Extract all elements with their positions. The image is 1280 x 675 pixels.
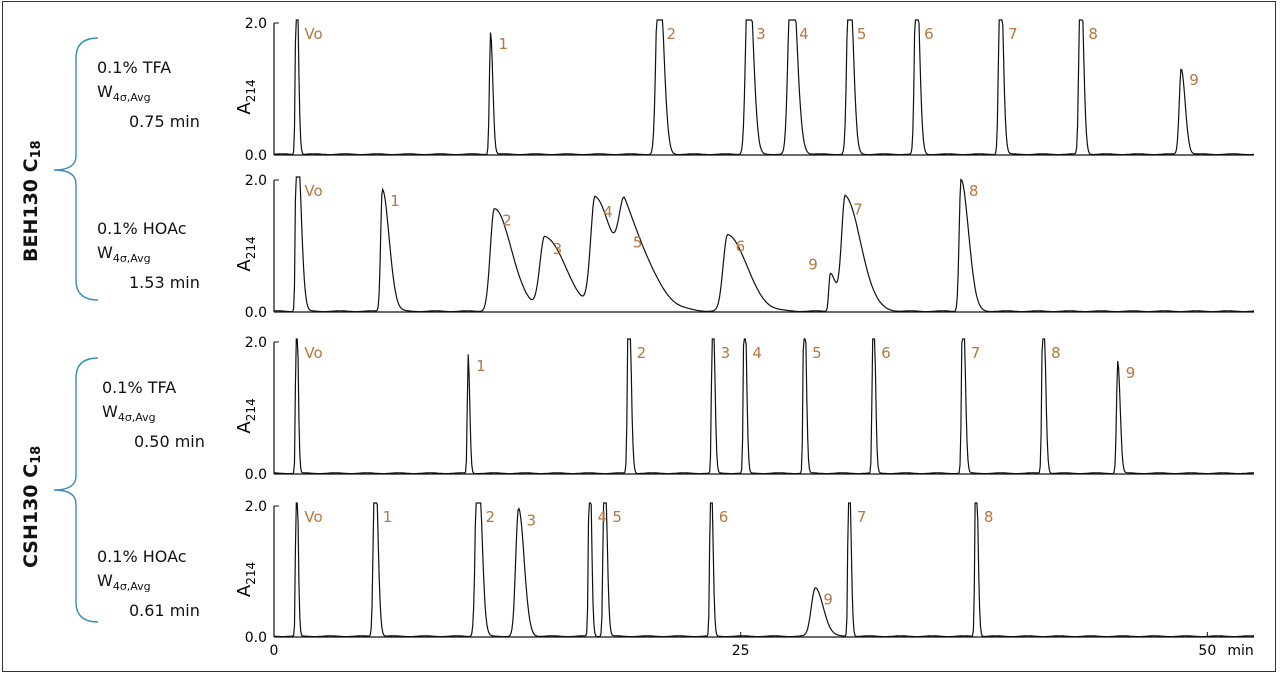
peak-label: 7 xyxy=(853,200,863,218)
peak-label: Vo xyxy=(304,182,322,200)
y-tick-label: 2.0 xyxy=(245,499,267,515)
peak-label: 2 xyxy=(637,344,647,362)
peak-label: 9 xyxy=(808,256,818,274)
y-tick-label: 0.0 xyxy=(245,467,267,483)
peak-width-value: 0.50 min xyxy=(134,432,205,452)
w-symbol: W xyxy=(97,571,113,590)
y-tick-label: 0.0 xyxy=(245,305,267,321)
peak-label: 3 xyxy=(756,25,766,43)
x-tick-label: 50 xyxy=(1198,643,1216,659)
peak-width-label: W4σ,Avg xyxy=(97,569,200,599)
w-subscript: 4σ,Avg xyxy=(112,91,151,105)
chromatogram-trace xyxy=(273,176,1255,313)
modifier-text: 0.1% TFA xyxy=(97,58,172,77)
peak-label: 8 xyxy=(984,508,994,526)
peak-label: 3 xyxy=(721,344,731,362)
peak-label: 2 xyxy=(502,212,512,230)
condition-beh-hoac: 0.1% HOAc W4σ,Avg 1.53 min xyxy=(97,217,200,295)
peak-label: 6 xyxy=(719,508,729,526)
peak-label: 4 xyxy=(799,25,809,43)
y-axis-label: A214 xyxy=(234,79,258,114)
condition-csh-hoac: 0.1% HOAc W4σ,Avg 0.61 min xyxy=(97,545,200,623)
y-tick-label: 0.0 xyxy=(245,630,267,646)
peak-label: 2 xyxy=(485,508,495,526)
peak-label: 9 xyxy=(1189,71,1199,89)
condition-beh-tfa: 0.1% TFA W4σ,Avg 0.75 min xyxy=(97,56,200,134)
y-tick-label: 2.0 xyxy=(245,335,267,351)
peak-label: Vo xyxy=(304,344,322,362)
peak-label: 5 xyxy=(633,233,643,251)
peak-width-label: W4σ,Avg xyxy=(102,400,205,430)
condition-csh-tfa: 0.1% TFA W4σ,Avg 0.50 min xyxy=(102,376,205,454)
peak-label: 5 xyxy=(857,25,867,43)
w-subscript: 4σ,Avg xyxy=(112,580,151,594)
peak-label: 4 xyxy=(603,203,613,221)
modifier-text: 0.1% TFA xyxy=(102,378,177,397)
group-brace xyxy=(53,357,99,623)
y-tick-label: 0.0 xyxy=(245,148,267,164)
peak-label: 1 xyxy=(499,35,509,53)
x-tick-label: 25 xyxy=(732,643,750,659)
w-symbol: W xyxy=(102,402,118,421)
peak-label: 7 xyxy=(857,508,867,526)
peak-label: 9 xyxy=(1126,364,1136,382)
peak-label: 7 xyxy=(971,344,981,362)
x-tick-label: 0 xyxy=(270,643,279,659)
peak-width-label: W4σ,Avg xyxy=(97,80,200,110)
peak-label: Vo xyxy=(304,508,322,526)
group-brace xyxy=(53,37,99,301)
modifier-text: 0.1% HOAc xyxy=(97,219,187,238)
peak-label: 6 xyxy=(736,237,746,255)
peak-label: 1 xyxy=(390,192,400,210)
peak-label: 5 xyxy=(812,344,822,362)
modifier-text: 0.1% HOAc xyxy=(97,547,187,566)
peak-label: 1 xyxy=(476,357,486,375)
y-axis-label: A214 xyxy=(234,236,258,271)
peak-label: 6 xyxy=(924,25,934,43)
peak-width-value: 0.75 min xyxy=(129,112,200,132)
peak-label: 3 xyxy=(527,511,537,529)
peak-label: 8 xyxy=(1088,25,1098,43)
w-subscript: 4σ,Avg xyxy=(117,411,156,425)
chromatogram-trace xyxy=(274,502,1255,638)
x-axis-unit-label: min xyxy=(1227,643,1253,659)
peak-label: 9 xyxy=(823,591,833,609)
w-subscript: 4σ,Avg xyxy=(112,252,151,266)
peak-label: 8 xyxy=(1051,344,1061,362)
peak-label: 1 xyxy=(383,508,393,526)
peak-label: 8 xyxy=(969,182,979,200)
peak-label: 6 xyxy=(881,344,891,362)
chromatogram-trace xyxy=(273,338,1254,475)
y-axis-label: A214 xyxy=(234,398,258,433)
w-symbol: W xyxy=(97,82,113,101)
peak-label: Vo xyxy=(304,25,322,43)
y-tick-label: 2.0 xyxy=(245,173,267,189)
peak-label: 7 xyxy=(1008,25,1018,43)
peak-label: 4 xyxy=(752,344,762,362)
peak-label: 3 xyxy=(553,240,563,258)
peak-label: 2 xyxy=(667,25,677,43)
y-tick-label: 2.0 xyxy=(245,16,267,32)
peak-width-value: 0.61 min xyxy=(129,601,200,621)
peak-width-label: W4σ,Avg xyxy=(97,241,200,271)
peak-width-value: 1.53 min xyxy=(129,273,200,293)
w-symbol: W xyxy=(97,243,113,262)
chromatogram-trace xyxy=(273,19,1255,156)
y-axis-label: A214 xyxy=(234,562,258,597)
peak-label: 5 xyxy=(612,508,622,526)
peak-label: 4 xyxy=(597,508,607,526)
